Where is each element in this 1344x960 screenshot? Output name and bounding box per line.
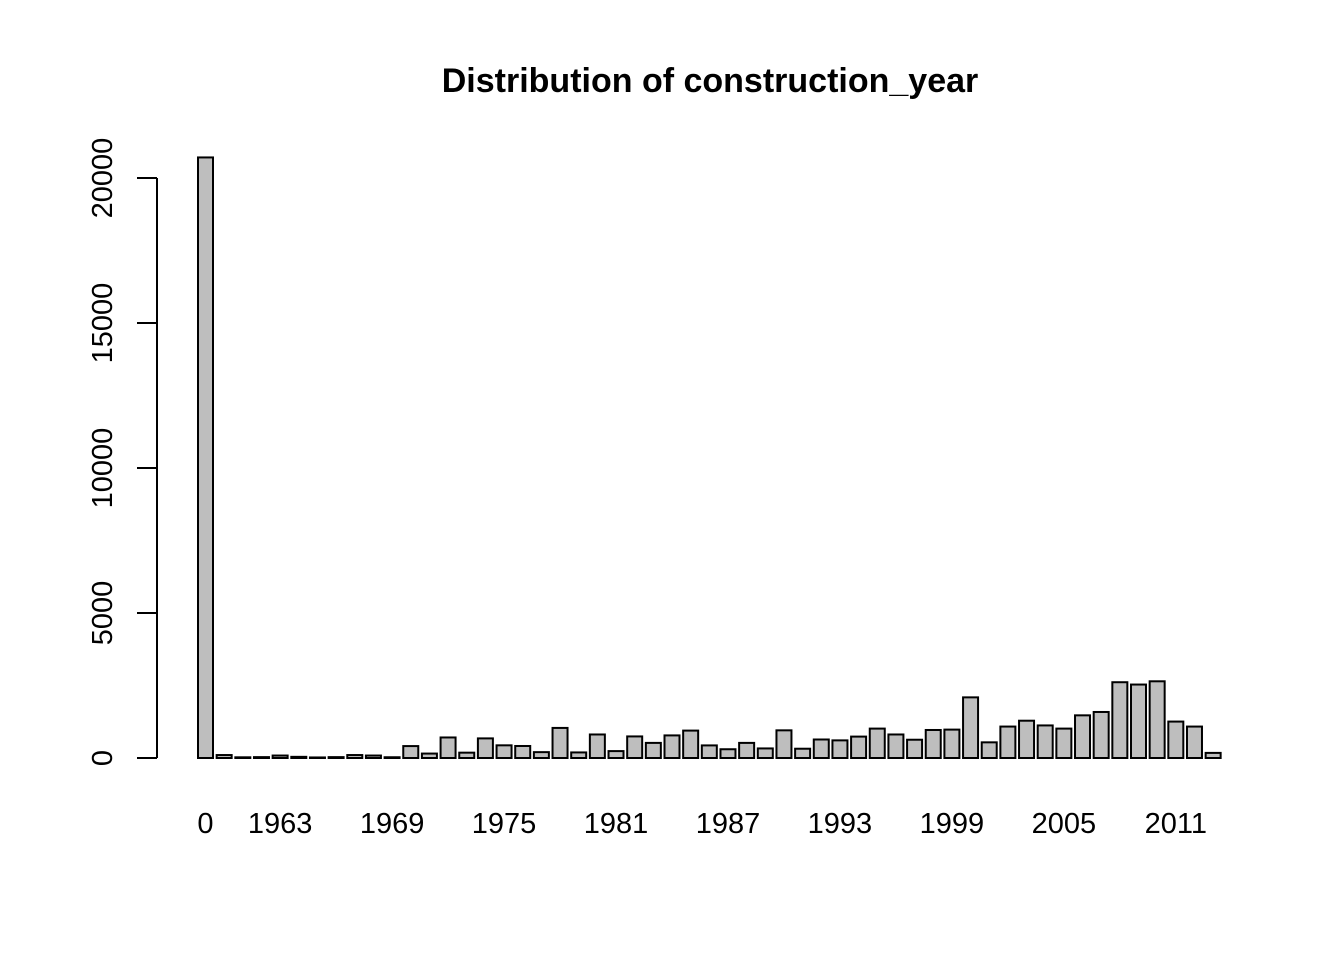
x-tick-label: 1993 — [808, 808, 873, 840]
bar-2005 — [1055, 727, 1073, 759]
y-tick-label: 15000 — [87, 283, 119, 364]
bar-1973 — [458, 751, 476, 760]
x-tick-label: 2011 — [1145, 808, 1207, 840]
bar-2013 — [1204, 751, 1222, 759]
bar-1999 — [943, 728, 961, 760]
y-tick-label: 5000 — [87, 581, 119, 646]
bar-1980 — [588, 733, 606, 760]
bar-1961 — [234, 756, 252, 760]
x-tick-label: 1981 — [584, 808, 649, 840]
bar-1996 — [887, 733, 905, 760]
bar-1983 — [644, 741, 662, 759]
bar-1962 — [252, 756, 270, 760]
bar-1975 — [495, 744, 513, 760]
bar-1978 — [551, 726, 569, 760]
bar-1960 — [215, 754, 233, 759]
bar-1965 — [308, 756, 326, 759]
x-tick-label: 1969 — [360, 808, 425, 840]
bar-1966 — [327, 756, 345, 760]
y-axis: 0 5000 10000 15000 20000 — [87, 138, 158, 766]
x-tick-label: 1987 — [696, 808, 761, 840]
bar-1963 — [271, 754, 289, 759]
chart-title: Distribution of construction_year — [442, 62, 979, 100]
bar-1982 — [626, 735, 644, 760]
bar-2012 — [1185, 725, 1203, 760]
bar-1997 — [906, 738, 924, 759]
bar-1998 — [924, 728, 942, 760]
bar-1971 — [420, 752, 438, 759]
bars — [197, 156, 1222, 760]
bar-2000 — [962, 696, 980, 760]
bar-1987 — [719, 748, 737, 760]
bar-1993 — [831, 739, 849, 759]
bar-1985 — [682, 729, 700, 759]
bar-1988 — [738, 741, 756, 759]
bar-2010 — [1148, 680, 1166, 759]
bar-1974 — [476, 737, 494, 759]
y-tick-label: 0 — [87, 750, 119, 766]
x-tick-label: 1963 — [248, 808, 313, 840]
bar-1989 — [756, 747, 774, 759]
bar-1991 — [794, 747, 812, 759]
bar-1994 — [850, 735, 868, 760]
bar-1995 — [868, 727, 886, 759]
bar-2003 — [1018, 719, 1036, 759]
bar-0 — [197, 156, 214, 759]
x-tick-label: 2005 — [1032, 808, 1097, 840]
bar-1972 — [439, 736, 457, 760]
y-tick-label: 10000 — [87, 428, 119, 509]
bar-1992 — [812, 738, 830, 759]
bar-2004 — [1036, 724, 1054, 759]
bar-1970 — [402, 745, 420, 759]
bar-1968 — [364, 754, 382, 759]
bar-2007 — [1092, 710, 1110, 759]
bar-1969 — [383, 756, 401, 759]
bar-1981 — [607, 750, 625, 760]
y-tick-label: 20000 — [87, 138, 119, 219]
bar-1976 — [514, 744, 532, 760]
x-tick-label: 1999 — [920, 808, 985, 840]
x-tick-label: 1975 — [472, 808, 537, 840]
bar-2002 — [999, 725, 1017, 760]
bar-1967 — [346, 754, 364, 759]
bar-2011 — [1167, 720, 1185, 759]
bar-1986 — [700, 744, 718, 760]
bar-1990 — [775, 729, 793, 759]
bar-2001 — [980, 741, 998, 760]
x-tick-label: 0 — [197, 808, 213, 840]
bar-1984 — [663, 734, 681, 759]
bar-2006 — [1074, 714, 1092, 760]
bar-2008 — [1111, 681, 1129, 760]
bar-1964 — [290, 755, 308, 760]
x-axis-labels: 0 1963 1969 1975 1981 1987 1993 1999 2005 2011 — [197, 808, 1207, 840]
bar-1979 — [570, 751, 588, 760]
bar-1977 — [532, 751, 550, 760]
bar-2009 — [1130, 683, 1147, 760]
